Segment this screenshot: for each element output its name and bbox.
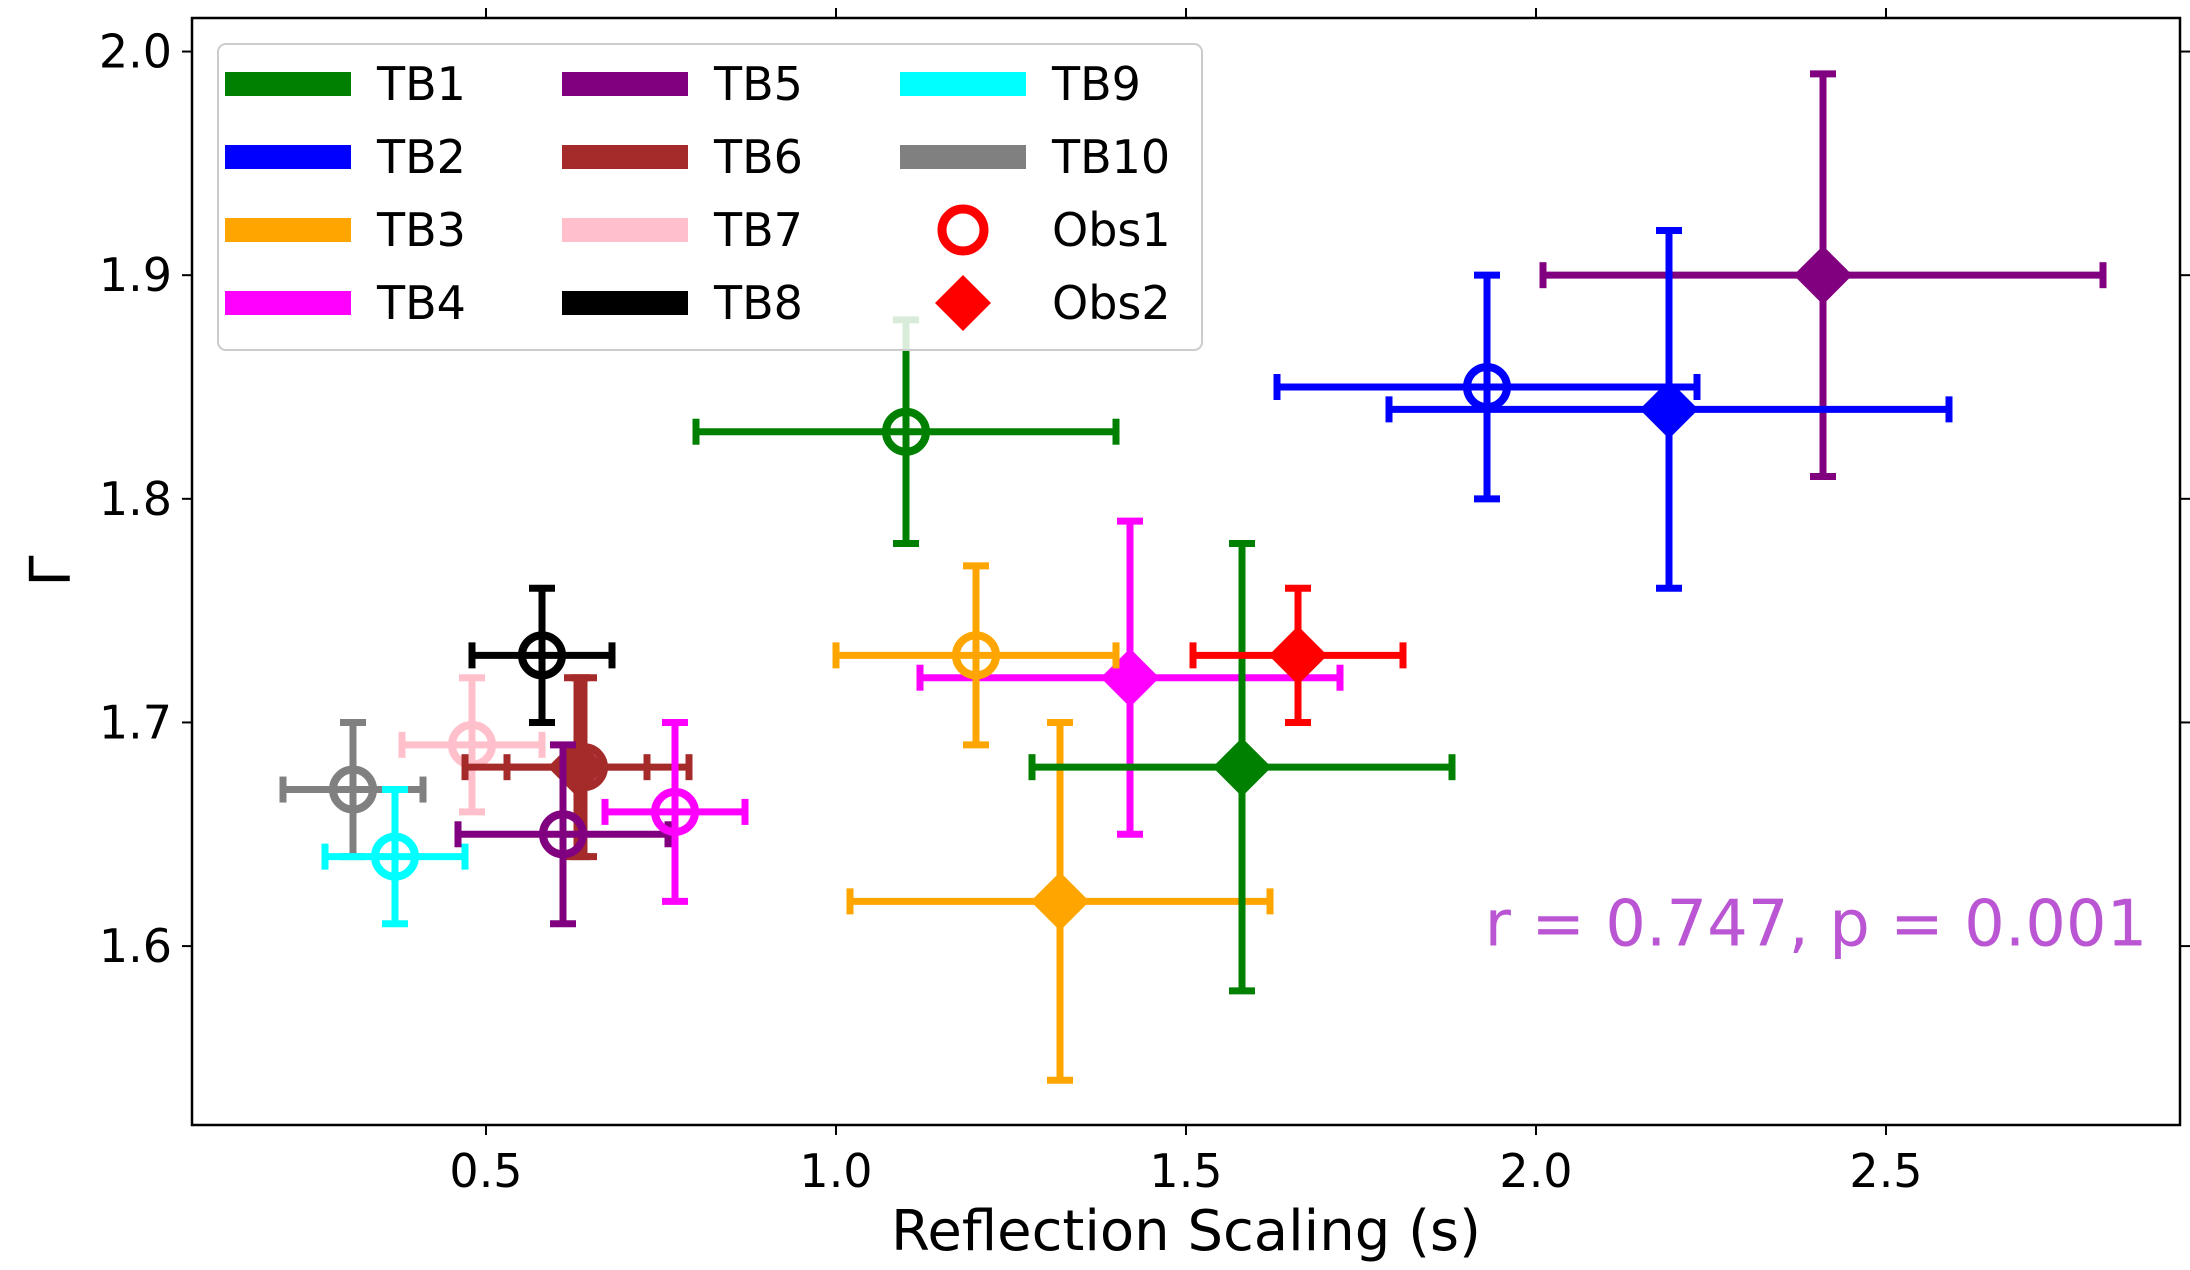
series-tb2 [1273,226,1953,592]
obs1-circle-marker [651,787,699,836]
series-tb9 [321,786,469,928]
obs2-diamond-marker [1212,737,1272,797]
legend-entry-obs2: Obs2 [935,275,1171,331]
series-tb3 [832,562,1274,1084]
x-tick-label: 0.5 [449,1144,522,1198]
legend-entry-tb3: TB3 [225,203,466,257]
legend-diamond-marker [935,275,991,331]
legend-label: TB8 [713,276,803,330]
data-point [601,718,749,905]
data-point [1028,540,1456,995]
obs1-circle-marker [518,631,566,680]
legend-entry-tb6: TB6 [562,130,803,184]
data-point [1273,271,1701,503]
legend: TB1 TB2 TB3 TB4 TB5 TB6 TB7 TB8 TB9 TB10 Obs1 Obs2 [217,43,1203,351]
legend-swatch [562,291,688,315]
legend-entry-tb5: TB5 [562,57,803,111]
obs1-circle-marker [371,832,419,881]
legend-entry-tb9: TB9 [900,57,1141,111]
legend-swatch [562,72,688,96]
plot-frame [190,16,2182,1127]
legend-entry-tb2: TB2 [225,130,466,184]
y-tick-label: 1.8 [99,472,172,526]
series-tb7 [398,674,546,816]
y-tick-label: 1.6 [99,919,172,973]
obs2-diamond-marker [1268,625,1328,685]
x-tick-label: 2.0 [1499,1144,1572,1198]
legend-label: TB10 [1051,130,1170,184]
legend-label: TB5 [713,57,803,111]
legend-label: TB7 [713,203,803,257]
obs2-diamond-marker [1639,379,1699,439]
legend-label: TB4 [376,276,466,330]
obs1-circle-marker [329,765,377,814]
legend-entry-tb8: TB8 [562,276,803,330]
legend-box [217,43,1203,351]
y-tick-label: 1.7 [99,695,172,749]
legend-label: TB9 [1051,57,1141,111]
legend-label: TB3 [376,203,466,257]
obs2-diamond-marker [1793,245,1853,305]
x-axis-title: Reflection Scaling (s) [891,1199,1481,1264]
legend-swatch [225,72,351,96]
legend-swatch [225,145,351,169]
y-tick-label: 1.9 [99,248,172,302]
y-tick-label: 2.0 [99,25,172,79]
legend-label: TB6 [713,130,803,184]
legend-label: TB2 [376,130,466,184]
series-tb1 [692,316,1456,995]
legend-swatch [225,218,351,242]
legend-swatch [900,72,1026,96]
series-tb0 [1189,584,1407,726]
data-point [832,562,1120,749]
data-point [846,718,1274,1084]
data-point [454,741,672,928]
legend-swatch [562,218,688,242]
legend-entry-tb7: TB7 [562,203,803,257]
legend-entry-tb10: TB10 [900,130,1170,184]
legend-entry-obs1: Obs1 [937,203,1171,257]
data-points [279,70,2107,1084]
data-point [468,584,616,726]
legend-swatch [562,145,688,169]
series-tb8 [468,584,616,726]
y-axis-title: Γ [19,555,84,586]
obs2-diamond-marker [1030,871,1090,931]
data-point [1189,584,1407,726]
x-tick-label: 1.0 [799,1144,872,1198]
legend-entry-tb1: TB1 [225,57,466,111]
obs1-circle-marker [539,810,587,859]
data-point [1385,226,1953,592]
legend-label: Obs2 [1052,276,1171,330]
data-point [692,316,1120,548]
correlation-annotation: r = 0.747, p = 0.001 [1485,888,2148,962]
axis-ticks: 0.5 1.0 1.5 2.0 2.5 1.6 1.7 1.8 1.9 2.0 [99,8,2190,1198]
data-point [321,786,469,928]
legend-swatch [900,145,1026,169]
legend-swatch [225,291,351,315]
x-tick-label: 2.5 [1849,1144,1922,1198]
legend-circle-marker [937,204,989,256]
legend-label: Obs1 [1052,203,1171,257]
obs1-circle-marker [882,407,930,456]
x-tick-label: 1.5 [1149,1144,1222,1198]
data-point [398,674,546,816]
legend-label: TB1 [376,57,466,111]
obs1-circle-marker [952,631,1000,680]
legend-entry-tb4: TB4 [225,276,466,330]
series-tb4 [601,517,1344,905]
